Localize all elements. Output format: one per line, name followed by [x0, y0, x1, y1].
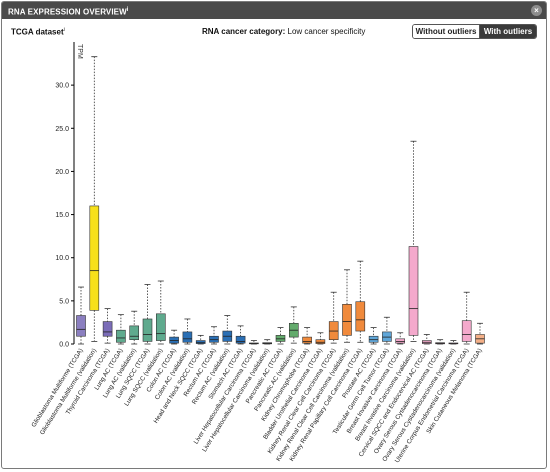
box — [116, 330, 125, 342]
cancer-category-label: RNA cancer category: — [202, 27, 285, 36]
box — [130, 326, 139, 340]
box — [382, 332, 391, 341]
box — [143, 319, 152, 341]
box — [77, 316, 86, 337]
without-outliers-button[interactable]: Without outliers — [413, 25, 480, 38]
box — [356, 302, 365, 331]
box — [409, 246, 418, 335]
box — [303, 337, 312, 343]
panel-header: RNA EXPRESSION OVERVIEWi × — [2, 2, 546, 19]
y-tick-label: 30.0 — [55, 83, 69, 90]
box — [329, 322, 338, 340]
dataset-label-text: TCGA dataset — [11, 28, 64, 37]
info-icon[interactable]: i — [127, 7, 129, 13]
y-tick-label: 25.0 — [55, 126, 69, 133]
y-tick-label: 5.0 — [59, 298, 69, 305]
cancer-category-value: Low cancer specificity — [288, 27, 366, 36]
box — [90, 206, 99, 310]
box — [103, 322, 112, 337]
category-label: Glioblastoma Multiforme (validation) — [39, 347, 98, 436]
with-outliers-button[interactable]: With outliers — [480, 25, 536, 38]
box — [196, 341, 205, 344]
box — [236, 336, 245, 343]
dataset-info-icon[interactable]: i — [64, 27, 65, 33]
box — [210, 336, 219, 342]
y-tick-label: 10.0 — [55, 255, 69, 262]
box — [156, 314, 165, 341]
category-label: Glioblastoma Multiforme (TCGA) — [30, 347, 84, 428]
box — [276, 335, 285, 341]
cancer-category: RNA cancer category: Low cancer specific… — [202, 27, 365, 36]
box — [170, 337, 179, 343]
box — [462, 321, 471, 342]
box — [396, 339, 405, 343]
box — [183, 332, 192, 342]
y-tick-label: 0.0 — [59, 342, 69, 349]
y-axis-label: TPM — [76, 44, 83, 59]
box — [316, 340, 325, 344]
box — [369, 336, 378, 342]
close-button[interactable]: × — [531, 5, 542, 16]
box — [343, 304, 352, 335]
dataset-label: TCGA dataseti — [11, 27, 65, 37]
panel-title: RNA EXPRESSION OVERVIEW — [8, 8, 127, 17]
outlier-toggle[interactable]: Without outliers With outliers — [412, 24, 537, 39]
y-tick-label: 20.0 — [55, 169, 69, 176]
boxplot-chart: 0.0 5.0 10.0 15.0 20.0 25.0 30.0 TPM Glioblastom… — [2, 38, 546, 468]
y-tick-label: 15.0 — [55, 212, 69, 219]
